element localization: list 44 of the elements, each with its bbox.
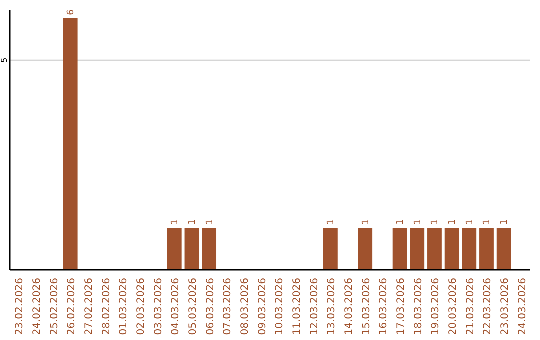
x-tick-label: 23.02.2026 — [14, 278, 26, 336]
data-label: 1 — [170, 219, 181, 226]
x-tick-label: 11.03.2026 — [292, 278, 304, 336]
data-label: 6 — [66, 9, 77, 16]
x-tick-label: 10.03.2026 — [274, 278, 286, 336]
x-tick-label: 24.03.2026 — [517, 278, 528, 336]
x-tick-label: 28.02.2026 — [101, 278, 112, 336]
x-tick-label: 16.03.2026 — [378, 278, 390, 336]
data-label: 1 — [205, 219, 216, 226]
x-tick-label: 02.03.2026 — [136, 278, 147, 336]
x-tick-label: 24.02.2026 — [32, 278, 43, 336]
x-tick-label: 25.02.2026 — [49, 278, 60, 336]
x-tick-label: 19.03.2026 — [430, 278, 442, 336]
x-tick-label: 03.03.2026 — [153, 278, 164, 336]
y-tick-label: 5 — [0, 58, 9, 63]
x-tick-label: 22.03.2026 — [482, 278, 494, 336]
x-tick-label: 27.02.2026 — [84, 278, 95, 336]
data-label: 1 — [361, 219, 372, 226]
x-tick-label: 18.03.2026 — [413, 278, 424, 336]
data-label: 1 — [465, 219, 476, 226]
x-tick-label: 09.03.2026 — [257, 278, 268, 336]
data-label: 1 — [326, 219, 337, 226]
x-tick-label: 01.03.2026 — [118, 278, 130, 336]
x-tick-label: 08.03.2026 — [240, 278, 251, 336]
data-label: 1 — [188, 219, 198, 226]
data-label: 1 — [448, 219, 458, 226]
x-tick-label: 21.03.2026 — [465, 278, 476, 336]
data-label: 1 — [396, 219, 406, 226]
data-label: 1 — [430, 219, 441, 226]
data-label: 1 — [482, 219, 493, 226]
x-tick-label: 07.03.2026 — [222, 278, 234, 336]
data-label: 1 — [500, 219, 510, 226]
x-tick-label: 26.02.2026 — [66, 278, 78, 336]
x-tick-label: 04.03.2026 — [170, 278, 182, 336]
x-tick-label: 14.03.2026 — [344, 278, 356, 336]
x-tick-label: 05.03.2026 — [188, 278, 199, 336]
x-tick-label: 17.03.2026 — [396, 278, 408, 336]
x-tick-label: 15.03.2026 — [361, 278, 372, 336]
x-tick-label: 20.03.2026 — [448, 278, 460, 336]
x-tick-label: 06.03.2026 — [205, 278, 216, 336]
x-tick-label: 23.03.2026 — [500, 278, 512, 336]
x-tick-label: 13.03.2026 — [326, 278, 338, 336]
data-label: 1 — [413, 219, 424, 226]
x-tick-label: 12.03.2026 — [309, 278, 320, 336]
